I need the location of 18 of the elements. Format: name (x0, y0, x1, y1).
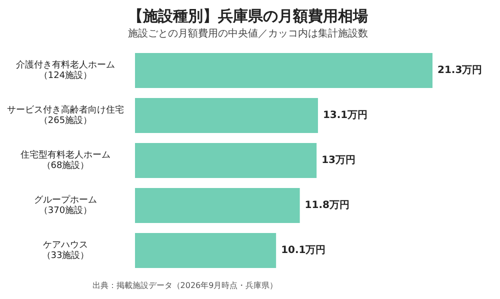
y-tick-label: 住宅型有料老人ホーム（68施設） (20, 149, 110, 172)
y-tick-label: グループホーム（370施設） (34, 194, 97, 216)
bar (135, 232, 276, 268)
bar (135, 98, 318, 134)
data-label: 11.8万円 (304, 200, 350, 212)
source-note: 出典：掲載施設データ（2026年9月時点・兵庫県） (92, 281, 278, 290)
y-tick-label: 介護付き有料老人ホーム（124施設） (16, 59, 115, 82)
data-label: 21.3万円 (438, 65, 482, 76)
data-label: 13万円 (322, 155, 356, 166)
chart-subtitle: 施設ごとの月額費用の中央値／カッコ内は集計施設数 (128, 28, 368, 40)
bar (135, 142, 317, 178)
data-label: 13.1万円 (322, 110, 368, 122)
chart-title: 【施設種別】兵庫県の月額費用相場 (128, 6, 368, 25)
bar (135, 52, 432, 88)
data-label: 10.1万円 (281, 245, 326, 256)
y-tick-label: サービス付き高齢者向け住宅（265施設） (7, 104, 124, 126)
y-tick-label: ケアハウス（33施設） (42, 240, 90, 262)
bar (135, 188, 300, 224)
